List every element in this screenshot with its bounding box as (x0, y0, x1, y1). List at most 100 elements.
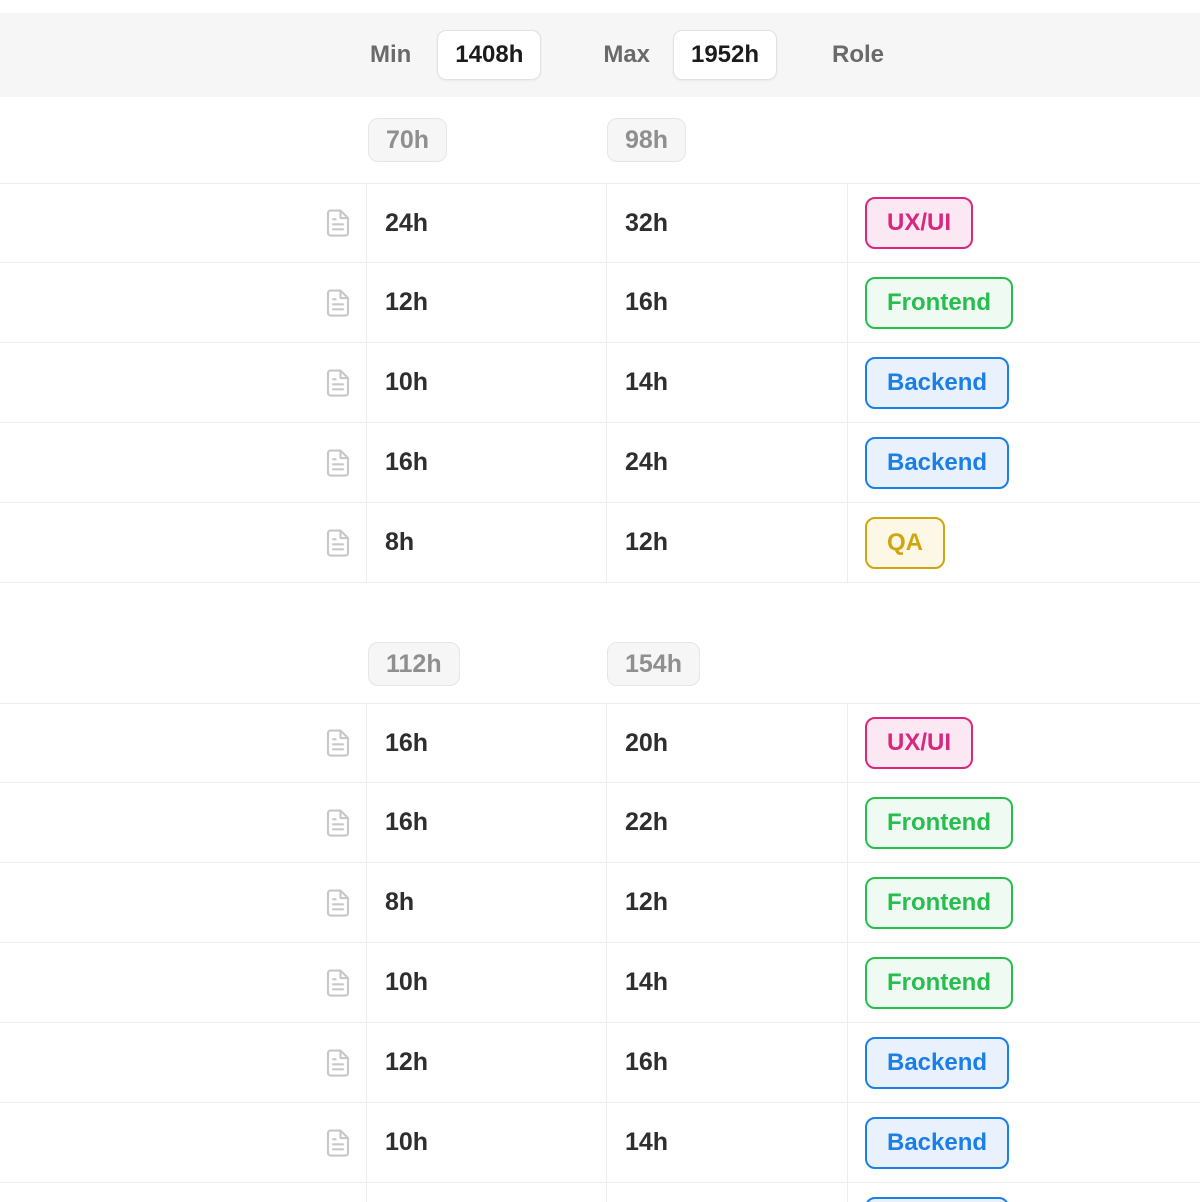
max-hours-cell[interactable]: 22h (607, 783, 848, 862)
max-column-label: Max (603, 41, 651, 68)
estimates-table: 70h 98h 24h 32h UX/UI (0, 97, 1200, 1202)
task-cell (0, 783, 367, 862)
role-badge[interactable]: Frontend (865, 276, 1013, 329)
estimate-filter-bar: Min Max Role (0, 13, 1200, 97)
document-icon[interactable] (323, 367, 353, 399)
document-icon[interactable] (323, 287, 353, 319)
role-badge[interactable]: Backend (865, 1196, 1010, 1202)
max-hours-value: 14h (625, 1128, 669, 1156)
role-badge[interactable]: Backend (865, 1116, 1010, 1169)
min-hours-cell[interactable]: 10h (367, 943, 607, 1022)
table-row: 16h 22h Frontend (0, 783, 1200, 863)
role-badge[interactable]: QA (865, 516, 945, 569)
max-hours-value: 14h (625, 368, 669, 396)
role-cell: Backend (848, 1023, 1200, 1102)
task-cell (0, 263, 367, 342)
table-row: 24h 32h UX/UI (0, 183, 1200, 263)
min-hours-cell[interactable]: 8h (367, 863, 607, 942)
task-group: 112h 154h 16h 20h UX/UI (0, 583, 1200, 1202)
task-cell (0, 863, 367, 942)
table-row: 12h 16h Backend (0, 1023, 1200, 1103)
min-hours-value: 24h (385, 208, 429, 237)
group-summary-row: 112h 154h (0, 583, 1200, 703)
task-cell (0, 1023, 367, 1102)
role-badge[interactable]: Backend (865, 356, 1010, 409)
min-hours-cell[interactable]: 16h (367, 783, 607, 862)
task-cell (0, 503, 367, 582)
role-cell: Frontend (848, 863, 1200, 942)
role-badge[interactable]: Backend (865, 1036, 1010, 1089)
table-row: 10h 14h Backend (0, 343, 1200, 423)
table-row: 8h 12h QA (0, 503, 1200, 583)
role-badge[interactable]: Frontend (865, 876, 1013, 929)
min-hours-value: 16h (385, 448, 429, 476)
min-hours-cell[interactable]: 10h (367, 343, 607, 422)
role-badge[interactable]: UX/UI (865, 717, 974, 769)
max-hours-cell[interactable]: 20h (607, 704, 848, 782)
document-icon[interactable] (323, 807, 353, 839)
min-hours-cell[interactable]: 12h (367, 263, 607, 342)
min-hours-value: 10h (385, 1128, 429, 1156)
min-hours-cell[interactable]: 10h (367, 1103, 607, 1182)
min-hours-cell[interactable]: 16h (367, 423, 607, 502)
max-hours-cell[interactable] (607, 1183, 848, 1202)
max-total-input[interactable] (673, 30, 778, 80)
task-cell (0, 704, 367, 782)
role-cell: Backend (848, 1183, 1200, 1202)
max-hours-value: 22h (625, 808, 669, 836)
min-hours-cell[interactable]: 16h (367, 704, 607, 782)
min-hours-value: 12h (385, 1048, 429, 1076)
document-icon[interactable] (323, 207, 353, 239)
max-hours-cell[interactable]: 32h (607, 184, 848, 262)
table-row: 16h 24h Backend (0, 423, 1200, 503)
role-column-label: Role (832, 41, 885, 68)
task-group: 70h 98h 24h 32h UX/UI (0, 97, 1200, 583)
document-icon[interactable] (323, 967, 353, 999)
min-hours-value: 8h (385, 888, 415, 916)
max-hours-cell[interactable]: 12h (607, 863, 848, 942)
role-badge[interactable]: Frontend (865, 956, 1013, 1009)
document-icon[interactable] (323, 527, 353, 559)
max-hours-value: 32h (625, 208, 669, 237)
document-icon[interactable] (323, 1127, 353, 1159)
role-cell: UX/UI (848, 184, 1200, 262)
table-row: 16h 20h UX/UI (0, 703, 1200, 783)
task-cell (0, 184, 367, 262)
max-hours-cell[interactable]: 14h (607, 343, 848, 422)
task-cell (0, 423, 367, 502)
max-hours-cell[interactable]: 14h (607, 943, 848, 1022)
group-max-total-badge: 154h (607, 642, 700, 686)
group-min-total-badge: 112h (368, 642, 460, 686)
max-hours-cell[interactable]: 14h (607, 1103, 848, 1182)
role-cell: Backend (848, 1103, 1200, 1182)
task-cell (0, 1103, 367, 1182)
role-badge[interactable]: Backend (865, 436, 1010, 489)
role-badge[interactable]: Frontend (865, 796, 1013, 849)
max-hours-cell[interactable]: 24h (607, 423, 848, 502)
role-cell: QA (848, 503, 1200, 582)
max-hours-value: 20h (625, 728, 669, 757)
table-row: 12h 16h Frontend (0, 263, 1200, 343)
min-hours-cell[interactable]: 12h (367, 1023, 607, 1102)
min-hours-cell[interactable]: 24h (367, 184, 607, 262)
min-hours-value: 16h (385, 728, 429, 757)
max-hours-cell[interactable]: 12h (607, 503, 848, 582)
role-cell: Backend (848, 423, 1200, 502)
top-spacer (0, 0, 1200, 13)
max-hours-cell[interactable]: 16h (607, 1023, 848, 1102)
group-rows: 16h 20h UX/UI 16h 22h (0, 703, 1200, 1202)
role-badge[interactable]: UX/UI (865, 197, 974, 249)
document-icon[interactable] (323, 727, 353, 759)
max-hours-cell[interactable]: 16h (607, 263, 848, 342)
document-icon[interactable] (323, 887, 353, 919)
task-cell (0, 343, 367, 422)
role-cell: Frontend (848, 943, 1200, 1022)
group-summary-row: 70h 98h (0, 97, 1200, 183)
max-hours-value: 24h (625, 448, 669, 476)
min-total-input[interactable] (437, 30, 542, 80)
group-min-total-badge: 70h (368, 118, 448, 162)
min-hours-cell[interactable] (367, 1183, 607, 1202)
document-icon[interactable] (323, 447, 353, 479)
document-icon[interactable] (323, 1047, 353, 1079)
min-hours-cell[interactable]: 8h (367, 503, 607, 582)
